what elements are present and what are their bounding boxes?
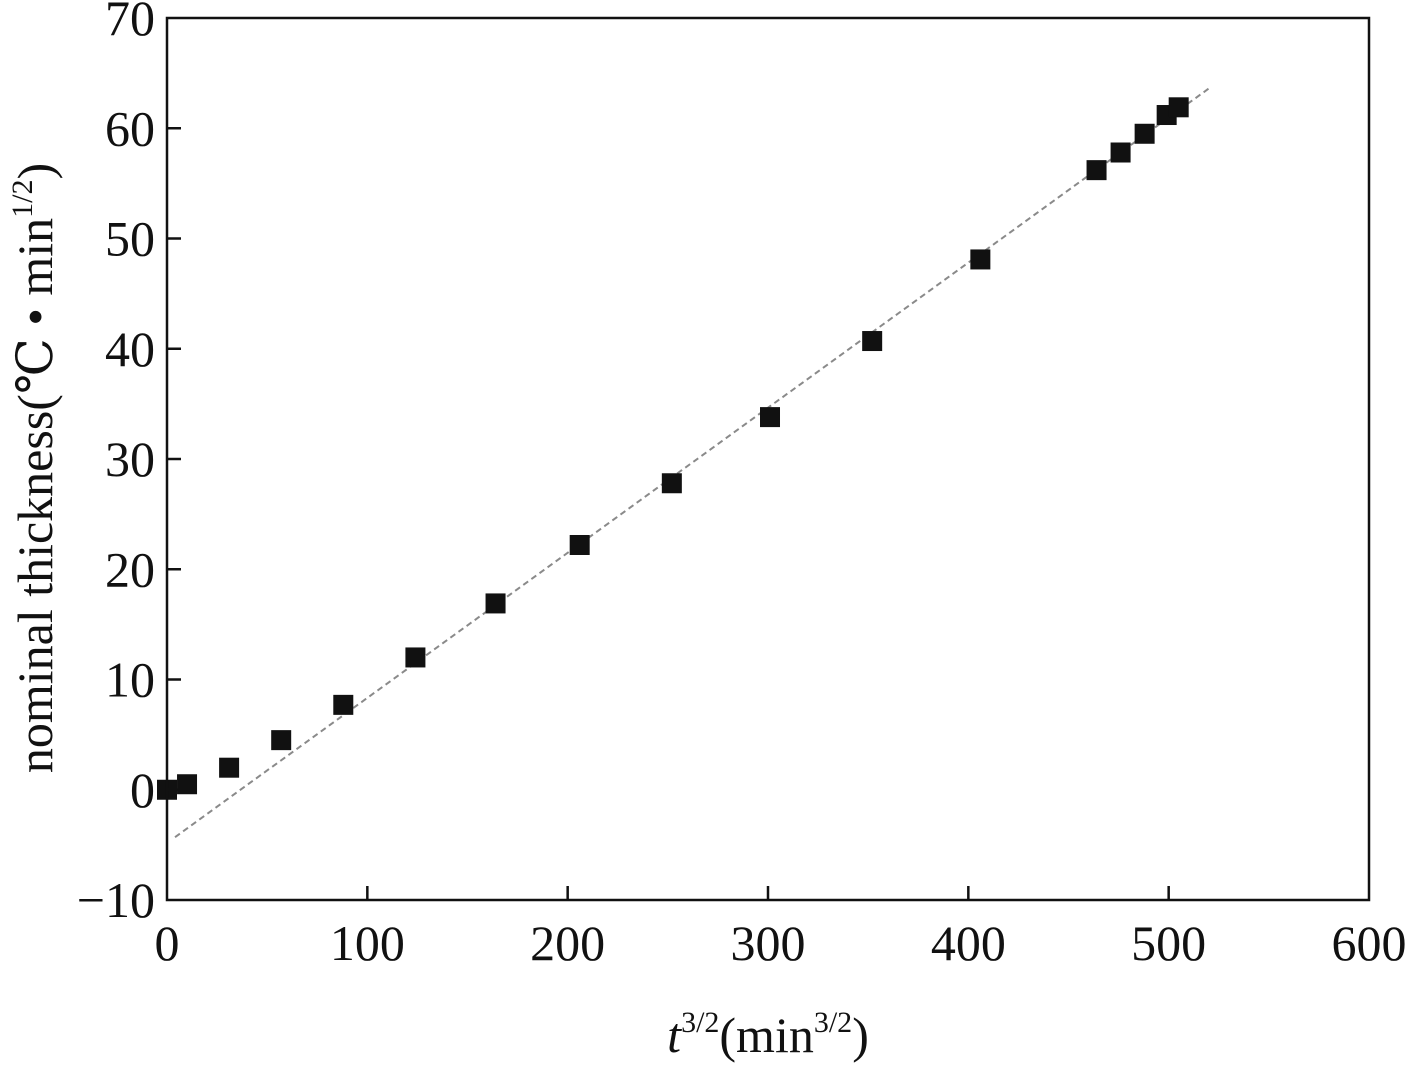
y-tick-label-3: 20 [105,541,155,597]
data-point-0-11 [970,249,991,270]
data-point-0-10 [862,331,883,352]
points-layer [157,97,1189,800]
y-tick-label-2: 10 [105,652,155,708]
data-point-0-4 [333,694,354,715]
x-tick-label-3: 300 [731,915,806,971]
y-tick-label-6: 50 [105,211,155,267]
ticks-layer [167,127,1170,900]
y-tick-label-7: 60 [105,100,155,156]
data-point-0-3 [271,730,292,751]
x-tick-label-4: 400 [931,915,1006,971]
data-point-0-1 [177,774,198,795]
y-tick-label-0: −10 [77,872,155,928]
x-tick-label-6: 600 [1332,915,1407,971]
y-tick-label-4: 30 [105,431,155,487]
y-axis-title: nominal thickness(℃ • min1/2) [6,163,63,773]
data-point-0-2 [219,757,240,778]
plot-frame [165,16,1371,902]
y-tick-label-5: 40 [105,321,155,377]
data-point-0-9 [760,407,781,428]
x-axis-title: t3/2(min3/2) [667,1006,869,1063]
data-point-0-5 [405,647,426,668]
x-tick-label-1: 100 [330,915,405,971]
fit-line [174,87,1210,838]
y-tick-label-1: 0 [130,762,155,818]
data-point-0-12 [1086,160,1107,181]
x-tick-label-5: 500 [1131,915,1206,971]
data-point-0-7 [569,534,590,555]
x-tick-label-0: 0 [155,915,180,971]
data-point-0-8 [661,473,682,494]
data-point-0-14 [1134,123,1155,144]
fit-layer [174,87,1210,838]
data-point-0-6 [485,593,506,614]
y-tick-label-8: 70 [105,0,155,46]
data-point-0-13 [1110,142,1131,163]
x-tick-label-2: 200 [530,915,605,971]
data-point-0-16 [1168,97,1189,118]
